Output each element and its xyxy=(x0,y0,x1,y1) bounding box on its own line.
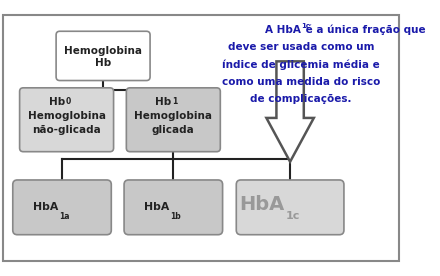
Text: índice de glicemia média e: índice de glicemia média e xyxy=(222,60,380,70)
Text: 1b: 1b xyxy=(171,212,181,221)
Text: Hemoglobina: Hemoglobina xyxy=(64,46,142,56)
Text: Hb: Hb xyxy=(155,97,172,107)
Text: 0: 0 xyxy=(65,97,70,106)
FancyBboxPatch shape xyxy=(20,88,114,152)
Text: glicada: glicada xyxy=(152,125,195,135)
Text: de complicações.: de complicações. xyxy=(250,94,352,104)
FancyBboxPatch shape xyxy=(13,180,111,235)
Text: Hemoglobina: Hemoglobina xyxy=(134,111,213,121)
Text: Hb: Hb xyxy=(48,97,65,107)
FancyBboxPatch shape xyxy=(126,88,220,152)
Text: 1a: 1a xyxy=(59,212,70,221)
Text: como uma medida do risco: como uma medida do risco xyxy=(222,77,380,87)
Text: é a única fração que: é a única fração que xyxy=(302,25,425,35)
Text: Hemoglobina: Hemoglobina xyxy=(28,111,106,121)
FancyBboxPatch shape xyxy=(124,180,223,235)
FancyBboxPatch shape xyxy=(236,180,344,235)
Text: 1: 1 xyxy=(172,97,177,106)
Text: 1c: 1c xyxy=(301,23,310,28)
Text: HbA: HbA xyxy=(239,195,285,214)
Text: HbA: HbA xyxy=(144,202,170,212)
Text: não-glicada: não-glicada xyxy=(32,125,101,135)
Text: Hb: Hb xyxy=(95,58,111,68)
Text: 1c: 1c xyxy=(286,211,300,221)
Text: HbA: HbA xyxy=(33,202,59,212)
Text: A HbA: A HbA xyxy=(265,25,301,35)
Text: deve ser usada como um: deve ser usada como um xyxy=(228,42,374,52)
FancyBboxPatch shape xyxy=(56,31,150,81)
Polygon shape xyxy=(266,61,314,162)
FancyBboxPatch shape xyxy=(3,15,399,261)
